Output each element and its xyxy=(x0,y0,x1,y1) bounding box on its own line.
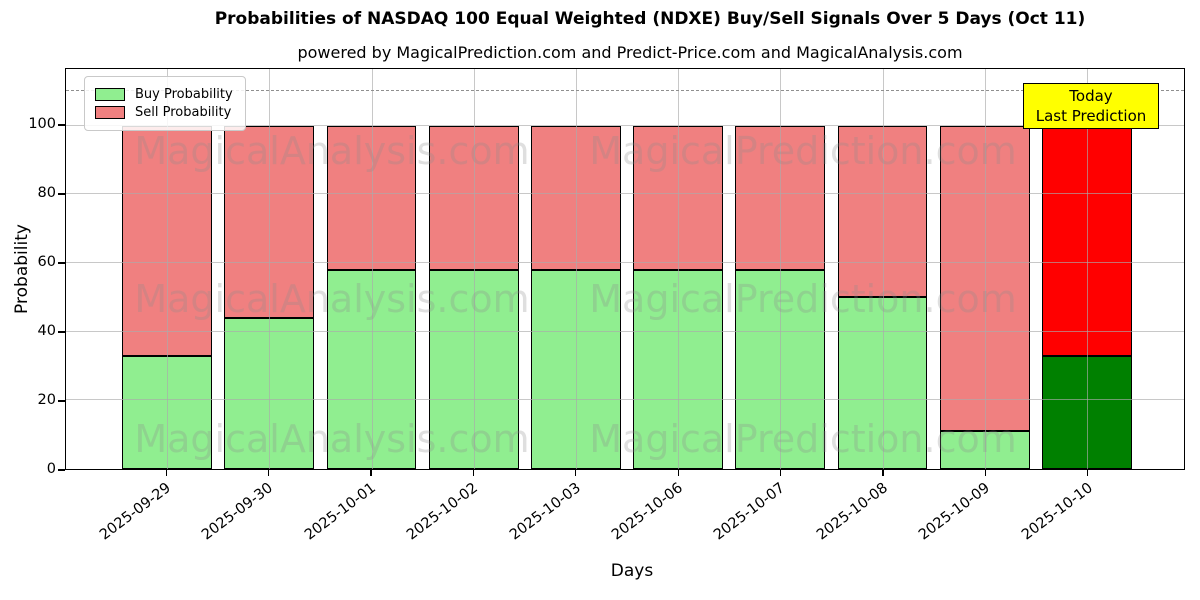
x-tick-mark-2025-09-29 xyxy=(165,470,167,476)
bar-group-2025-10-07 xyxy=(729,69,831,469)
y-tick-mark-100 xyxy=(58,124,65,126)
gridline-x-2025-10-07 xyxy=(780,69,782,469)
x-tick-label-2025-10-06: 2025-10-06 xyxy=(608,480,686,544)
chart-title: Probabilities of NASDAQ 100 Equal Weight… xyxy=(214,9,1086,29)
bar-group-2025-09-29 xyxy=(116,69,218,469)
chart-subtitle: powered by MagicalPrediction.com and Pre… xyxy=(297,43,963,62)
gridline-x-2025-10-10 xyxy=(1086,69,1088,469)
legend-label-sell: Sell Probability xyxy=(135,105,232,120)
sell-swatch-icon xyxy=(95,106,125,119)
x-tick-label-2025-10-09: 2025-10-09 xyxy=(916,480,994,544)
legend-item-sell: Sell Probability xyxy=(95,105,233,120)
gridline-y-40 xyxy=(66,330,1184,332)
y-tick-label-40: 40 xyxy=(37,322,56,339)
y-tick-mark-60 xyxy=(58,262,65,264)
x-tick-label-2025-10-10: 2025-10-10 xyxy=(1018,480,1096,544)
bar-group-2025-10-03 xyxy=(525,69,627,469)
gridline-x-2025-10-09 xyxy=(984,69,986,469)
x-tick-mark-2025-10-06 xyxy=(677,470,679,476)
x-tick-mark-2025-10-02 xyxy=(472,470,475,476)
today-annotation-line1: Today xyxy=(1069,87,1113,105)
x-tick-label-2025-10-01: 2025-10-01 xyxy=(301,480,379,544)
plot-area: Buy Probability Sell Probability Today L… xyxy=(65,68,1185,470)
gridline-y-20 xyxy=(66,399,1184,401)
bar-group-2025-09-30 xyxy=(218,69,320,469)
legend: Buy Probability Sell Probability xyxy=(84,76,246,131)
bar-group-2025-10-10 xyxy=(1036,69,1138,469)
bar-group-2025-10-06 xyxy=(627,69,729,469)
x-tick-mark-2025-10-07 xyxy=(779,470,782,476)
bar-group-2025-10-01 xyxy=(320,69,422,469)
y-tick-label-80: 80 xyxy=(37,184,56,201)
gridline-y-80 xyxy=(66,193,1184,195)
gridline-x-2025-10-01 xyxy=(371,69,373,469)
y-tick-label-0: 0 xyxy=(46,461,56,477)
gridline-y-60 xyxy=(66,262,1184,263)
y-tick-mark-40 xyxy=(58,331,65,333)
threshold-dashed-line xyxy=(66,90,1184,92)
gridline-x-2025-10-02 xyxy=(473,69,475,469)
gridline-x-2025-10-06 xyxy=(678,69,680,469)
legend-label-buy: Buy Probability xyxy=(135,87,233,102)
bar-group-2025-10-09 xyxy=(934,69,1036,469)
x-tick-mark-2025-10-09 xyxy=(984,470,987,476)
x-tick-label-2025-09-30: 2025-09-30 xyxy=(199,480,277,544)
bars-container xyxy=(66,69,1184,469)
bar-group-2025-10-08 xyxy=(831,69,933,469)
y-tick-label-20: 20 xyxy=(37,391,56,408)
today-annotation: Today Last Prediction xyxy=(1023,83,1159,129)
x-tick-mark-2025-10-10 xyxy=(1087,470,1089,476)
gridline-x-2025-10-08 xyxy=(882,69,884,469)
x-tick-mark-2025-10-01 xyxy=(370,470,372,476)
y-tick-mark-0 xyxy=(58,469,65,471)
x-tick-mark-2025-09-30 xyxy=(267,470,270,476)
x-axis-label: Days xyxy=(610,561,654,581)
x-tick-label-2025-10-02: 2025-10-02 xyxy=(404,480,482,544)
bar-group-2025-10-02 xyxy=(423,69,525,469)
y-tick-mark-80 xyxy=(58,193,65,195)
gridline-x-2025-10-03 xyxy=(575,69,577,469)
y-tick-mark-20 xyxy=(58,400,65,402)
legend-item-buy: Buy Probability xyxy=(95,87,233,102)
x-tick-mark-2025-10-08 xyxy=(882,470,884,476)
x-tick-label-2025-10-08: 2025-10-08 xyxy=(813,480,891,544)
buy-swatch-icon xyxy=(95,88,125,101)
x-tick-label-2025-10-07: 2025-10-07 xyxy=(711,480,789,544)
gridline-x-2025-09-29 xyxy=(167,69,169,469)
y-tick-label-100: 100 xyxy=(28,115,56,132)
x-tick-label-2025-09-29: 2025-09-29 xyxy=(96,480,174,544)
x-tick-label-2025-10-03: 2025-10-03 xyxy=(506,480,584,544)
x-tick-mark-2025-10-03 xyxy=(575,470,577,476)
gridline-x-2025-09-30 xyxy=(269,69,271,469)
y-tick-label-60: 60 xyxy=(37,253,56,270)
today-annotation-line2: Last Prediction xyxy=(1035,107,1147,125)
gridline-y-100 xyxy=(66,124,1184,126)
